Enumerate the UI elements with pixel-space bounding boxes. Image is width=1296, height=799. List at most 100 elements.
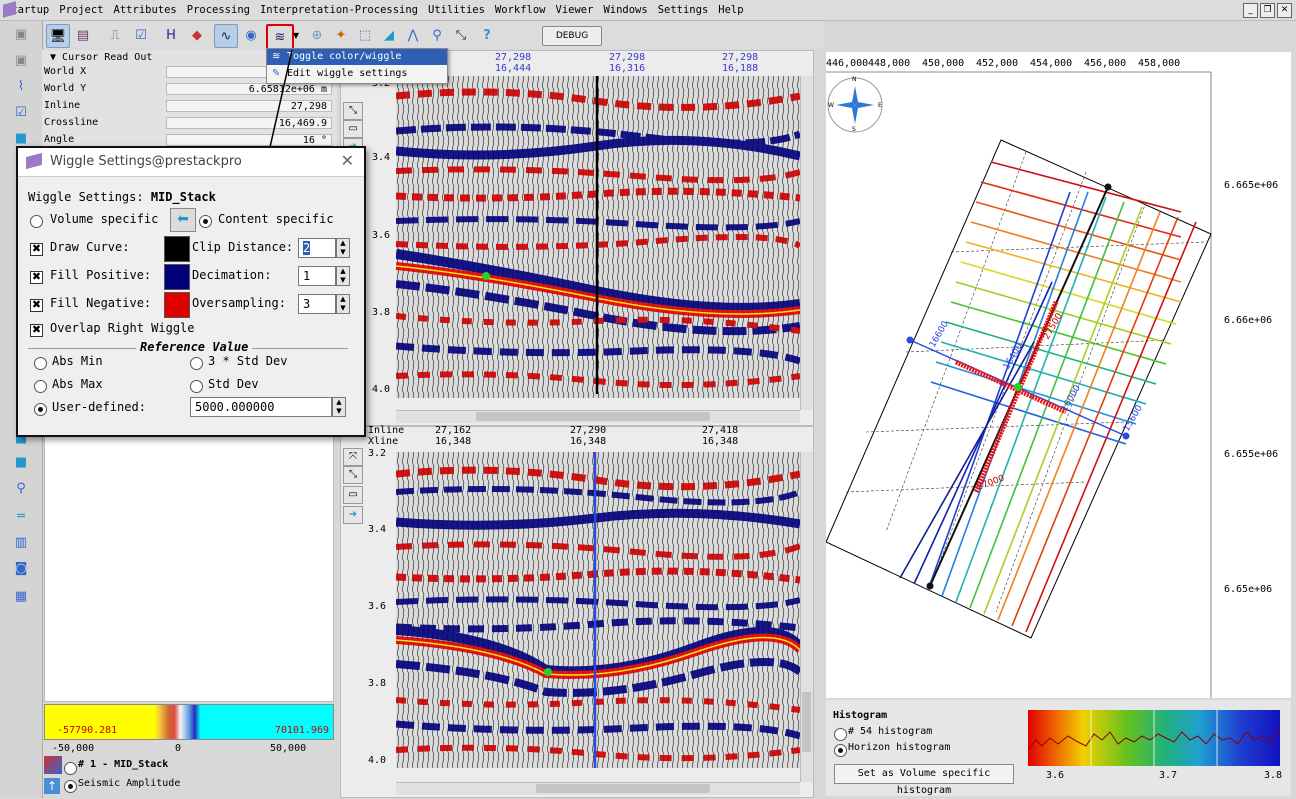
readout-title[interactable]: ▼ Cursor Read Out [50, 52, 153, 63]
magnifier-icon[interactable]: ⚲ [432, 27, 442, 43]
layer-item-name[interactable]: # 1 - MID_Stack [78, 759, 169, 770]
restore-button[interactable]: ❐ [1260, 3, 1275, 18]
clip-distance-input[interactable]: 2 [298, 238, 336, 258]
triangle-icon[interactable]: ◢ [384, 27, 394, 43]
layer-attribute-name[interactable]: Seismic Amplitude [78, 778, 181, 789]
fill-positive-checkbox[interactable]: ✖ [30, 270, 43, 284]
fill-negative-checkbox[interactable]: ✖ [30, 298, 43, 312]
hscroll-thumb[interactable] [536, 784, 710, 793]
interpolate-icon[interactable]: ⋀ [407, 27, 419, 43]
seismic-amplitude-radio[interactable] [64, 780, 77, 793]
debug-button[interactable]: DEBUG [542, 26, 602, 46]
toggle-color-wiggle-item[interactable]: Toggle color/wiggle display [267, 49, 447, 78]
stack-icon[interactable]: ▤ [76, 27, 90, 43]
cube-icon[interactable]: ▣ [14, 27, 28, 42]
positive-color-swatch[interactable] [164, 264, 190, 290]
volume-specific-radio[interactable] [30, 215, 43, 228]
check-doc-icon[interactable]: ☑ [15, 105, 27, 120]
bottom-section-hscroll[interactable] [396, 782, 800, 795]
vscroll-thumb[interactable] [802, 692, 811, 752]
bottom-section-vscroll[interactable] [800, 452, 813, 782]
hscroll-thumb[interactable] [476, 412, 710, 421]
map-view[interactable]: 446,000 448,000 450,000 452,000 454,000 … [826, 52, 1291, 698]
arrow-up-icon[interactable]: ↑ [44, 778, 60, 794]
overlap-checkbox[interactable]: ✖ [30, 323, 43, 337]
layer-radio[interactable] [64, 762, 77, 775]
camera-icon[interactable]: ◙ [14, 561, 28, 576]
user-defined-radio[interactable] [34, 403, 47, 416]
eye-icon[interactable]: ◉ [245, 27, 257, 43]
cube-blue-icon[interactable]: ■ [14, 131, 28, 146]
menu-startup[interactable]: Startup [5, 4, 50, 16]
ruler-icon[interactable]: ⤡ [455, 27, 467, 43]
decimation-input[interactable]: 1 [298, 266, 336, 286]
spin-arrows-icon[interactable]: ▲ ▼ [336, 266, 350, 286]
menu-interpretation-processing[interactable]: Interpretation-Processing [259, 4, 419, 16]
chart-doc-icon[interactable]: ⎍ [110, 27, 120, 43]
crosshair-icon[interactable]: ⊕ [311, 27, 323, 43]
horizon-icon[interactable]: H [166, 27, 176, 43]
menu-project[interactable]: Project [59, 4, 104, 16]
close-window-button[interactable]: ✕ [1277, 3, 1292, 18]
set-volume-histogram-button[interactable]: Set as Volume specific histogram [834, 764, 1014, 796]
top-section-hscroll[interactable] [396, 410, 800, 423]
zoom-fit-icon[interactable]: ⤡ [343, 466, 363, 484]
monitor-icon[interactable]: 🖥 [46, 24, 70, 48]
std-dev-radio[interactable] [190, 380, 203, 393]
content-specific-radio[interactable] [199, 215, 212, 228]
menu-windows[interactable]: Windows [603, 4, 648, 16]
top-section-vscroll[interactable] [800, 76, 813, 410]
cube-red-icon[interactable]: ◆ [192, 27, 202, 43]
negative-color-swatch[interactable] [164, 292, 190, 318]
rectangle-icon[interactable]: ▭ [343, 120, 363, 138]
minimize-button[interactable]: _ [1243, 3, 1258, 18]
well-icon[interactable]: ═ [17, 509, 25, 524]
rectangle-icon[interactable]: ▭ [343, 486, 363, 504]
abs-max-radio[interactable] [34, 380, 47, 393]
pan-arrow-icon[interactable]: ➜ [343, 506, 363, 524]
cursor-select-icon[interactable]: ⬚ [358, 27, 372, 43]
abs-min-radio[interactable] [34, 357, 47, 370]
draw-curve-checkbox[interactable]: ✖ [30, 242, 43, 256]
toggle-wiggle-icon[interactable]: ≋ [266, 24, 294, 50]
user-defined-input[interactable]: 5000.000000 [190, 397, 332, 417]
menu-attributes[interactable]: Attributes [113, 4, 177, 16]
menu-settings[interactable]: Settings [657, 4, 709, 16]
bottom-seismic-section[interactable] [396, 452, 800, 768]
arrow-left-icon[interactable]: ⬅ [170, 208, 196, 232]
dialog-titlebar[interactable]: Wiggle Settings@prestackpro ✕ [18, 148, 364, 177]
oversampling-input[interactable]: 3 [298, 294, 336, 314]
chart-icon[interactable]: ⌇ [17, 79, 25, 94]
histogram-option-1[interactable]: # 54 histogram [848, 726, 933, 737]
chevron-down-icon[interactable]: ▼ [292, 30, 300, 40]
chart-bars-icon[interactable]: ▥ [14, 535, 28, 550]
wiggle-icon[interactable]: ∿ [214, 24, 238, 48]
menu-workflow[interactable]: Workflow [494, 4, 546, 16]
horizon-histogram-radio[interactable] [834, 744, 847, 757]
histogram-radio-54[interactable] [834, 728, 847, 741]
measure-icon[interactable]: ⤧ [343, 448, 363, 466]
grid-icon[interactable]: ▦ [14, 589, 28, 604]
close-icon[interactable]: ✕ [340, 151, 354, 170]
menu-utilities[interactable]: Utilities [428, 4, 485, 16]
cube-color-icon[interactable]: ■ [14, 455, 28, 470]
histogram-chart[interactable] [1027, 710, 1281, 766]
std3-radio[interactable] [190, 357, 203, 370]
top-seismic-section[interactable] [396, 76, 800, 398]
pick-icon[interactable]: ✦ [335, 27, 347, 43]
probe-icon[interactable]: ⚲ [16, 481, 26, 496]
histogram-option-2[interactable]: Horizon histogram [848, 742, 951, 753]
amplitude-colorbar[interactable]: -57790.281 70101.969 [44, 704, 334, 740]
spin-arrows-icon[interactable]: ▲ ▼ [332, 397, 346, 417]
menu-viewer[interactable]: Viewer [555, 4, 594, 16]
spin-arrows-icon[interactable]: ▲ ▼ [336, 238, 350, 258]
curve-color-swatch[interactable] [164, 236, 190, 262]
zoom-fit-icon[interactable]: ⤡ [343, 102, 363, 120]
help-icon[interactable]: ? [483, 27, 491, 43]
edit-wiggle-settings-item[interactable]: Edit wiggle settings [287, 68, 408, 79]
menu-help[interactable]: Help [718, 4, 744, 16]
cube-gray-icon[interactable]: ▣ [14, 53, 28, 68]
checklist-icon[interactable]: ☑ [135, 27, 147, 43]
menu-processing[interactable]: Processing [186, 4, 250, 16]
spin-arrows-icon[interactable]: ▲ ▼ [336, 294, 350, 314]
